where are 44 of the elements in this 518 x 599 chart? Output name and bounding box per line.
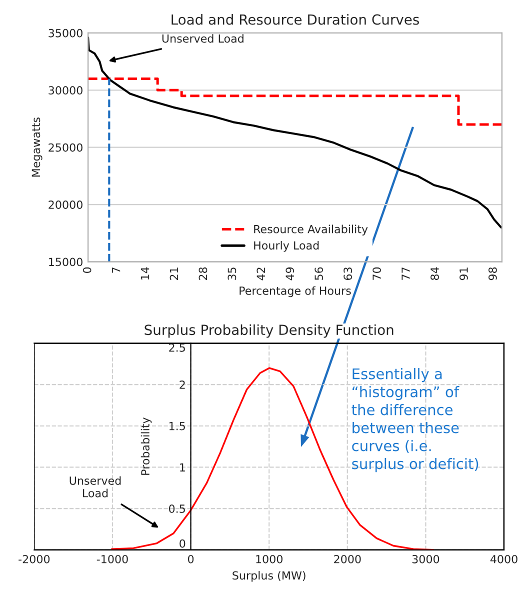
x-tick-label: 21 (170, 268, 178, 280)
y-tick-label: 1 (180, 463, 185, 472)
x-tick-label: 3000 (412, 554, 440, 564)
annotation: Essentially a “histogram” of the difference between these curves (i.e. surplus or deficit) (352, 368, 478, 472)
x-tick-label: 4000 (490, 554, 518, 564)
x-tick-label: -2000 (18, 554, 50, 564)
x-tick-label: 70 (372, 267, 381, 280)
y-tick-label: 25000 (48, 143, 82, 152)
chart-title: Load and Resource Duration Curves (172, 14, 419, 25)
y-tick-label: 0.5 (169, 504, 185, 513)
chart-title: Surplus Probability Density Function (144, 324, 394, 338)
annotation: Unserved Load (162, 34, 244, 43)
x-tick-label: 35 (228, 268, 236, 280)
x-tick-label: 63 (344, 268, 352, 280)
annotation: Unserved Load (70, 476, 121, 498)
x-tick-label: 77 (402, 268, 410, 280)
y-axis-title: Probability (140, 418, 152, 475)
x-tick-label: -1000 (96, 554, 128, 564)
x-tick-label: 28 (198, 267, 208, 280)
x-axis-title: Percentage of Hours (240, 286, 351, 298)
x-tick-label: 49 (286, 267, 294, 280)
y-tick-label: 1.5 (169, 422, 185, 430)
y-tick-label: 2 (180, 380, 185, 389)
x-tick-label: 0 (188, 554, 194, 564)
legend-label: Resource Availability (254, 224, 368, 236)
y-tick-label: 30000 (48, 86, 82, 95)
x-tick-label: 56 (314, 267, 324, 280)
y-tick-label: 15000 (49, 258, 82, 266)
x-tick-label: 91 (460, 268, 468, 280)
y-tick-label: 20000 (48, 200, 82, 209)
legend-label: Hourly Load (254, 241, 319, 252)
x-tick-label: 98 (488, 267, 497, 280)
x-tick-label: 0 (82, 267, 92, 273)
x-axis-title: Surplus (MW) (232, 571, 306, 582)
y-axis-title: Megawatts (32, 118, 42, 177)
x-tick-label: 7 (112, 268, 120, 273)
x-tick-label: 42 (256, 268, 265, 280)
y-tick-label: 35000 (48, 28, 82, 38)
x-tick-label: 14 (140, 267, 150, 280)
x-tick-label: 1000 (256, 554, 282, 564)
x-tick-label: 2000 (334, 554, 361, 564)
y-tick-label: 0 (180, 539, 186, 548)
x-tick-label: 84 (430, 267, 439, 280)
y-tick-label: 2.5 (169, 343, 185, 352)
